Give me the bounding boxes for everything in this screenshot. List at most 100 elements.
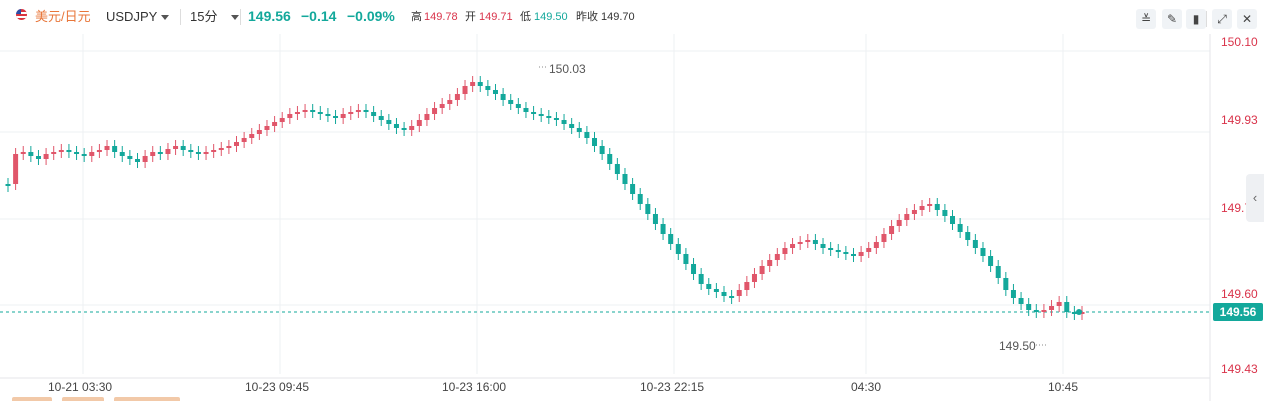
candle-body	[790, 244, 796, 248]
candle-body	[188, 150, 194, 152]
close-icon[interactable]: ✕	[1237, 9, 1257, 29]
candle-body	[416, 120, 422, 126]
symbol-label: USDJPY	[106, 9, 158, 24]
candle-body	[866, 248, 872, 252]
candle-body	[134, 159, 140, 162]
candle-body	[363, 110, 369, 112]
draw-pencil-icon[interactable]: ✎	[1162, 9, 1182, 29]
candle-body	[858, 252, 864, 256]
candle-body	[850, 254, 856, 256]
price-axis-label: 149.93	[1221, 113, 1258, 127]
price-axis-label: 149.60	[1221, 287, 1258, 301]
candle-body	[729, 296, 735, 298]
candle-type-icon[interactable]: ▮	[1186, 9, 1206, 29]
candle-body	[637, 194, 643, 204]
interval-selector[interactable]: 15分	[190, 8, 240, 25]
candle-body	[317, 112, 323, 114]
candle-body	[751, 274, 757, 282]
pair-name[interactable]: 美元/日元	[35, 9, 91, 24]
chart-toolbar: 美元/日元 USDJPY 15分 149.56 −0.14 −0.09% 高 1…	[0, 0, 1264, 34]
candle-body	[812, 240, 818, 244]
candle-body	[218, 148, 224, 150]
us-flag-icon	[16, 9, 27, 20]
candle-body	[371, 112, 377, 116]
candle-body	[531, 112, 537, 114]
candle-body	[881, 234, 887, 242]
candle-body	[58, 150, 64, 152]
candle-body	[447, 100, 453, 104]
divider	[180, 9, 181, 25]
bottom-tab[interactable]	[62, 397, 104, 401]
candle-body	[195, 152, 201, 154]
collapse-panel-button[interactable]: ‹	[1246, 174, 1264, 222]
candle-body	[576, 128, 582, 132]
candle-body	[165, 149, 171, 154]
time-axis-label: 10-23 22:15	[640, 380, 705, 394]
bottom-tab[interactable]	[114, 397, 180, 401]
candle-body	[736, 290, 742, 296]
candle-body	[477, 82, 483, 86]
time-axis-label: 10-21 03:30	[48, 380, 113, 394]
candle-body	[698, 274, 704, 284]
candle-body	[66, 150, 72, 152]
symbol-selector[interactable]: USDJPY	[106, 8, 170, 25]
candle-body	[515, 104, 521, 108]
candle-body	[957, 224, 963, 232]
candle-body	[569, 124, 575, 128]
candle-body	[43, 154, 49, 159]
candle-body	[995, 266, 1001, 278]
bottom-tab[interactable]	[12, 397, 52, 401]
candle-body	[401, 128, 407, 130]
current-price-tag: 149.56	[1213, 303, 1263, 321]
candle-body	[96, 150, 102, 152]
candle-body	[51, 152, 57, 154]
chart-canvas[interactable]	[0, 34, 1264, 401]
candle-body	[835, 250, 841, 252]
candle-body	[157, 152, 163, 154]
candle-body	[325, 114, 331, 116]
candle-body	[820, 244, 826, 248]
candle-body	[1010, 290, 1016, 298]
candle-body	[5, 184, 11, 186]
candle-body	[988, 256, 994, 266]
candle-body	[683, 254, 689, 264]
candle-body	[104, 146, 110, 150]
fullscreen-icon[interactable]: ⤢	[1212, 9, 1232, 29]
candlestick-chart[interactable]: 150.10 149.93 149.77 149.60 149.43 149.5…	[0, 34, 1264, 401]
candle-body	[805, 240, 811, 242]
candle-body	[211, 150, 217, 152]
candle-body	[439, 104, 445, 108]
candle-body	[249, 134, 255, 138]
divider	[1206, 11, 1207, 27]
last-price: 149.56	[248, 8, 291, 24]
high-label: 高	[411, 11, 422, 23]
candle-body	[28, 152, 34, 156]
candle-body	[652, 214, 658, 224]
candle-body	[934, 204, 940, 210]
candle-body	[432, 108, 438, 114]
candle-body	[393, 124, 399, 128]
candle-body	[843, 252, 849, 254]
candle-body	[828, 248, 834, 250]
candle-body	[767, 260, 773, 266]
candle-body	[470, 82, 476, 86]
candle-body	[226, 146, 232, 148]
candle-body	[424, 114, 430, 120]
prev-close-value: 149.70	[601, 11, 635, 23]
candle-body	[256, 130, 262, 134]
candle-body	[1033, 310, 1039, 312]
candle-body	[127, 156, 133, 159]
candle-body	[462, 86, 468, 94]
candle-body	[1003, 278, 1009, 290]
candle-body	[302, 110, 308, 112]
high-value: 149.78	[424, 11, 458, 23]
candle-body	[759, 266, 765, 274]
candle-body	[561, 120, 567, 124]
candle-body	[348, 112, 354, 114]
candle-body	[279, 118, 285, 122]
indicator-icon[interactable]: ≚	[1136, 9, 1156, 29]
candle-body	[782, 248, 788, 254]
candle-body	[409, 126, 415, 130]
candle-body	[355, 110, 361, 112]
candle-body	[592, 138, 598, 146]
